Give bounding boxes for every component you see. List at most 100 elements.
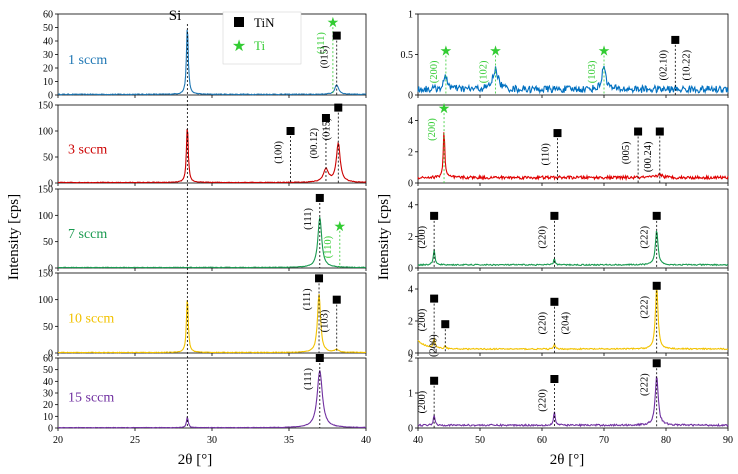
peak-label: (110)	[323, 235, 334, 258]
peak-label: (220)	[537, 225, 548, 248]
peak-label: (00.12)	[309, 128, 320, 159]
spectrum-line	[417, 132, 729, 182]
y-tick-label: 2	[408, 317, 413, 328]
tin-marker	[430, 376, 439, 385]
y-tick-label: 0	[408, 179, 413, 190]
tin-marker	[652, 211, 661, 220]
spectrum-line	[57, 293, 366, 354]
legend: TiN ★ Ti	[222, 11, 302, 65]
tin-marker	[332, 31, 341, 40]
y-tick-label: 0	[48, 264, 53, 275]
tin-marker	[430, 211, 439, 220]
peak-label: (111)	[303, 207, 314, 229]
x-axis-label-right: 2θ [°]	[550, 452, 584, 468]
peak-label: (111)	[303, 368, 314, 390]
spectrum-line	[417, 288, 729, 351]
ti-marker: ★	[598, 44, 611, 59]
tin-marker	[652, 359, 661, 368]
y-tick-label: 0	[48, 91, 53, 102]
y-tick-label: 10	[43, 77, 53, 88]
y-axis-label-right: Intensity [cps]	[376, 194, 392, 280]
peak-label: (200)	[429, 60, 440, 83]
y-tick-label: 1	[408, 389, 413, 400]
y-tick-label: 100	[38, 127, 53, 138]
y-tick-label: 4	[408, 116, 413, 127]
x-tick-label: 20	[53, 435, 63, 446]
peak-label: (220)	[537, 389, 548, 412]
peak-label: (204)	[560, 311, 571, 334]
panel-right-3: 0 2 4 (200)(200) (220) (204) (222)	[408, 272, 729, 360]
si-label: Si	[169, 8, 182, 24]
y-tick-label: 50	[43, 237, 53, 248]
peak-label: (111)	[302, 288, 313, 310]
spectrum-line	[417, 230, 729, 267]
y-tick-label: 30	[43, 389, 53, 400]
legend-tin-marker	[234, 17, 244, 27]
peak-label: (103)	[587, 60, 598, 83]
x-tick-label: 50	[475, 435, 485, 446]
tin-marker	[652, 281, 661, 290]
y-tick-label: 50	[43, 365, 53, 376]
y-tick-label: 0	[48, 349, 53, 360]
y-tick-label: 0	[48, 424, 53, 435]
tin-marker	[441, 320, 450, 329]
x-tick-label: 60	[537, 435, 547, 446]
tin-marker	[334, 103, 343, 112]
x-tick-label: 90	[723, 435, 733, 446]
spectrum-line	[57, 370, 366, 429]
y-tick-label: 30	[43, 50, 53, 61]
y-tick-label: 0	[408, 349, 413, 360]
y-tick-label: 0.5	[401, 50, 414, 61]
tin-marker	[553, 129, 562, 138]
tin-marker	[321, 114, 330, 122]
tin-marker	[671, 35, 680, 44]
x-tick-label: 40	[361, 435, 371, 446]
y-tick-label: 4	[408, 200, 413, 211]
tin-marker	[550, 211, 559, 220]
y-tick-label: 20	[43, 400, 53, 411]
x-tick-label: 25	[130, 435, 140, 446]
sample-label: 3 sccm	[68, 142, 107, 157]
y-tick-label: 2	[408, 354, 413, 365]
tin-marker	[634, 127, 643, 136]
tin-marker	[550, 297, 559, 306]
panel-frame	[417, 272, 729, 354]
y-tick-label: 40	[43, 377, 53, 388]
y-tick-label: 40	[43, 37, 53, 48]
peak-label: (220)	[537, 311, 548, 334]
y-tick-label: 150	[38, 101, 53, 112]
ti-marker: ★	[334, 220, 347, 235]
y-tick-label: 2	[408, 232, 413, 243]
peak-label: (200)	[417, 225, 428, 248]
peak-label: (102)	[479, 60, 490, 83]
peak-label: (100)	[274, 141, 285, 164]
peak-label: (222)	[640, 373, 651, 396]
panel-frame	[417, 357, 729, 429]
spectrum-line	[417, 65, 729, 95]
y-tick-label: 0	[408, 424, 413, 435]
sample-label: 10 sccm	[68, 312, 114, 327]
peak-label: (110)	[541, 143, 552, 166]
tin-marker	[315, 274, 324, 283]
y-tick-label: 0	[408, 264, 413, 275]
y-axis-label-left: Intensity [cps]	[6, 194, 22, 280]
y-tick-label: 0	[408, 91, 413, 102]
spectrum-line	[417, 375, 729, 428]
y-tick-label: 100	[38, 295, 53, 306]
y-tick-label: 100	[38, 211, 53, 222]
peak-label: (222)	[640, 295, 651, 318]
tin-marker	[430, 294, 439, 303]
ti-marker: ★	[327, 16, 340, 31]
tin-marker	[550, 375, 559, 383]
y-tick-label: 1	[408, 10, 413, 21]
y-tick-label: 20	[43, 64, 53, 75]
peak-label: (02.10)	[658, 49, 669, 80]
spectrum-line	[57, 29, 366, 96]
peak-label: (111)	[316, 32, 327, 54]
peak-label: (200)	[417, 390, 428, 413]
spectrum-line	[57, 128, 367, 184]
y-tick-label: 150	[38, 269, 53, 280]
peak-label: (005)	[621, 141, 632, 164]
